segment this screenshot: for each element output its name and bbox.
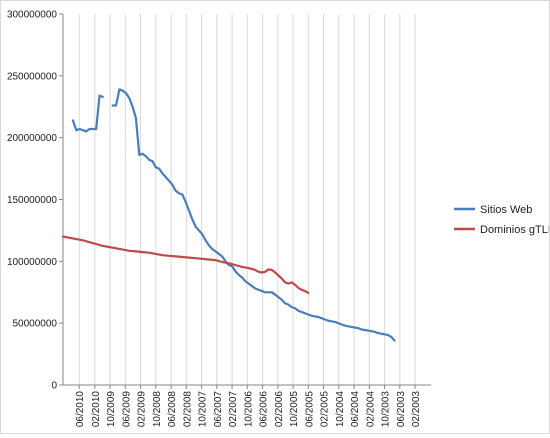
- x-tick-label-14: 10/2005: [289, 391, 300, 428]
- x-tick-label-20: 10/2003: [381, 391, 392, 428]
- x-tick-label-9: 06/2007: [213, 391, 224, 428]
- x-tick-label-18: 06/2004: [350, 391, 361, 428]
- y-tick-label-1: 50000000: [13, 319, 58, 330]
- x-tick-label-12: 06/2006: [259, 391, 270, 428]
- y-tick-label-3: 150000000: [7, 195, 57, 206]
- x-tick-label-6: 06/2008: [167, 391, 178, 428]
- vertical-gridlines: [78, 14, 416, 385]
- y-tick-label-4: 200000000: [7, 133, 57, 144]
- series-lines: [61, 88, 396, 342]
- axes: [59, 13, 431, 389]
- legend-label-dominios-gtld: Dominios gTLD: [480, 224, 549, 236]
- x-tick-label-1: 02/2010: [91, 391, 102, 428]
- x-tick-label-10: 02/2007: [228, 391, 239, 428]
- series-line-sitios-web-1: [111, 88, 396, 342]
- series-line-sitios-web-0: [71, 94, 104, 133]
- x-tick-labels: 06/2010 02/2010 10/2009 06/2009 02/2009 10/20…: [75, 391, 422, 428]
- x-tick-label-3: 06/2009: [121, 391, 132, 428]
- x-tick-label-22: 02/2003: [411, 391, 422, 428]
- y-tick-label-5: 250000000: [7, 71, 57, 82]
- x-tick-label-2: 10/2009: [106, 391, 117, 428]
- x-tick-label-15: 06/2005: [304, 391, 315, 428]
- x-tick-label-19: 02/2004: [365, 391, 376, 428]
- y-tick-labels: 0 50000000 100000000 150000000 200000000 2500…: [7, 10, 58, 392]
- series-line-dominios-gtld-0: [61, 235, 310, 294]
- x-tick-label-16: 02/2005: [320, 391, 331, 428]
- x-tick-label-17: 10/2004: [335, 391, 346, 428]
- x-tick-label-13: 02/2006: [274, 391, 285, 428]
- x-tick-label-5: 10/2008: [152, 391, 163, 428]
- x-tick-label-7: 02/2008: [182, 391, 193, 428]
- y-tick-label-6: 300000000: [7, 10, 57, 21]
- x-tick-label-8: 10/2007: [198, 391, 209, 428]
- y-tick-label-0: 0: [51, 381, 57, 392]
- x-tick-label-11: 10/2006: [243, 391, 254, 428]
- x-tick-label-21: 06/2003: [396, 391, 407, 428]
- legend-label-sitios-web: Sitios Web: [480, 204, 532, 216]
- x-tick-label-0: 06/2010: [75, 391, 86, 428]
- y-tick-label-2: 100000000: [7, 257, 57, 268]
- x-tick-label-4: 02/2009: [137, 391, 148, 428]
- legend: Sitios Web Dominios gTLD: [454, 204, 550, 236]
